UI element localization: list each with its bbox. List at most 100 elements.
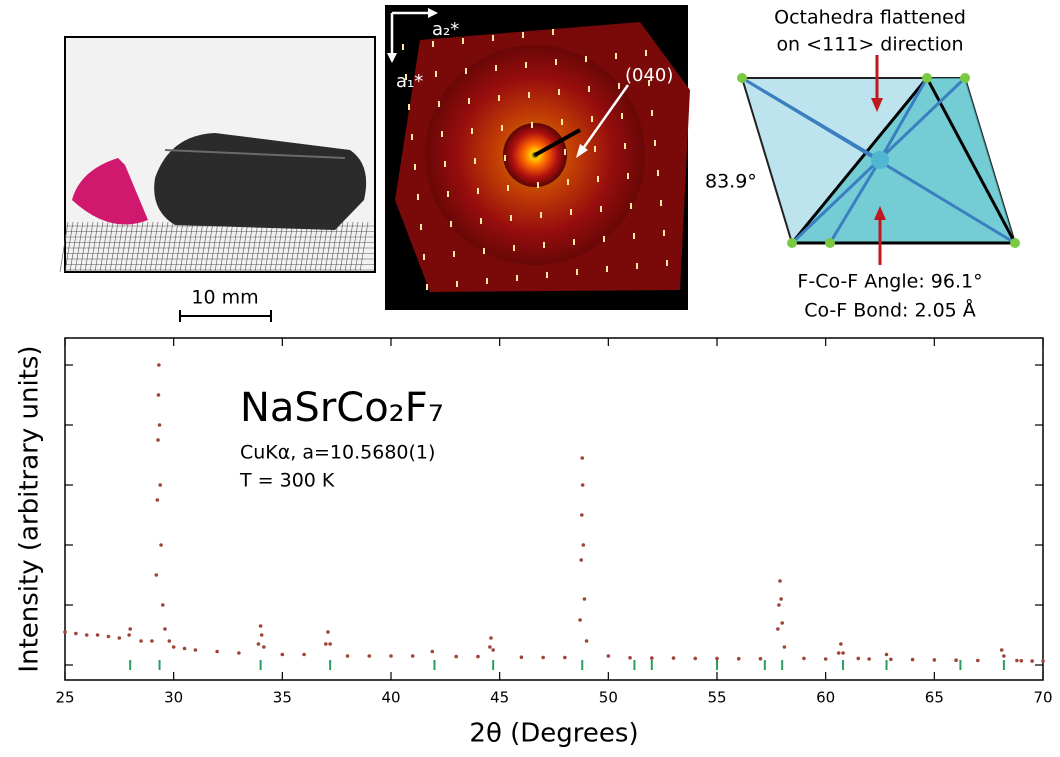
data-point <box>1015 659 1019 663</box>
data-point <box>159 543 163 547</box>
diffraction-spot <box>411 134 413 140</box>
annotation: CuKα, a=10.5680(1) <box>240 442 435 464</box>
data-point <box>839 642 843 646</box>
diffraction-spot <box>603 236 605 242</box>
diffraction-spot <box>423 254 425 260</box>
x-tick-label: 50 <box>599 689 618 707</box>
y-axis-label: Intensity (arbitrary units) <box>15 345 45 672</box>
data-point <box>476 655 480 659</box>
data-point <box>128 627 132 631</box>
data-point <box>563 656 567 660</box>
data-point <box>158 483 162 487</box>
data-point <box>541 656 545 660</box>
x-axis-label: 2θ (Degrees) <box>469 719 638 749</box>
data-point <box>328 642 332 646</box>
diffraction-spot <box>507 185 509 191</box>
data-point <box>150 639 154 643</box>
x-tick-label: 55 <box>707 689 726 707</box>
diffraction-spot <box>414 164 416 170</box>
data-point <box>302 653 306 657</box>
data-point <box>650 656 654 660</box>
diffraction-spot <box>600 206 602 212</box>
diffraction-spot <box>486 278 488 284</box>
diffraction-spot <box>588 86 590 92</box>
diffraction-spot <box>573 239 575 245</box>
diffraction-spot <box>552 29 554 35</box>
data-point <box>1000 648 1004 652</box>
data-point <box>96 633 100 637</box>
data-point <box>520 655 524 659</box>
annotation: T = 300 K <box>239 470 335 492</box>
diffraction-spot <box>666 260 668 266</box>
data-point <box>454 655 458 659</box>
plot-frame <box>65 338 1043 680</box>
diffraction-spot <box>495 65 497 71</box>
data-point <box>156 498 160 502</box>
diffraction-spot <box>633 233 635 239</box>
diffraction-spot <box>468 98 470 104</box>
diffraction-spot <box>498 95 500 101</box>
octahedron-title: on <111> direction <box>776 34 963 56</box>
diffraction-spot <box>510 215 512 221</box>
octahedron-caption: F-Co-F Angle: 96.1° <box>797 271 982 293</box>
diffraction-spot <box>426 284 428 290</box>
diffraction-spot <box>525 62 527 68</box>
data-point <box>1041 659 1045 663</box>
data-point <box>783 645 787 649</box>
diffraction-spot <box>513 245 515 251</box>
data-point <box>715 657 719 661</box>
octahedron-title: Octahedra flattened <box>774 7 966 29</box>
diffraction-spot <box>408 104 410 110</box>
diffraction-spot <box>516 275 518 281</box>
diffraction-spot <box>636 263 638 269</box>
data-point <box>168 639 172 643</box>
data-point <box>1019 659 1023 663</box>
data-point <box>154 573 158 577</box>
data-point <box>759 657 763 661</box>
data-point <box>489 636 493 640</box>
diffraction-spot <box>417 194 419 200</box>
data-point <box>778 579 782 583</box>
data-point <box>488 645 492 649</box>
data-point <box>157 363 161 367</box>
diffraction-spot <box>480 218 482 224</box>
peak-label: (040) <box>625 65 673 86</box>
octahedron-diagram <box>737 55 1020 265</box>
data-point <box>63 630 67 634</box>
data-point <box>578 618 582 622</box>
data-point <box>491 648 495 652</box>
diffraction-spot <box>537 182 539 188</box>
data-point <box>933 658 937 662</box>
diffraction-spot <box>654 140 656 146</box>
diffraction-spot <box>570 209 572 215</box>
data-point <box>260 633 264 637</box>
diffraction-spot <box>471 128 473 134</box>
diffraction-spot <box>522 32 524 38</box>
data-point <box>85 633 89 637</box>
data-point <box>837 651 841 655</box>
diffraction-spot <box>501 125 503 131</box>
diffraction-spot <box>618 83 620 89</box>
data-point <box>281 653 285 657</box>
data-point <box>607 654 611 658</box>
data-point <box>259 624 263 628</box>
data-point <box>194 648 198 652</box>
x-tick-label: 65 <box>925 689 944 707</box>
data-point <box>911 658 915 662</box>
data-point <box>579 558 583 562</box>
diffraction-spot <box>663 230 665 236</box>
data-point <box>237 651 241 655</box>
data-point <box>1002 654 1006 658</box>
data-point <box>262 645 266 649</box>
angle-label: 83.9° <box>705 171 757 193</box>
data-point <box>885 653 889 657</box>
diffraction-spot <box>441 131 443 137</box>
compound-label: NaSrCo₂F₇ <box>240 385 444 431</box>
diffraction-spot <box>528 92 530 98</box>
x-tick-label: 25 <box>55 689 74 707</box>
diffraction-spot <box>438 101 440 107</box>
x-tick-label: 35 <box>273 689 292 707</box>
data-point <box>802 657 806 661</box>
data-point <box>856 657 860 661</box>
data-point <box>107 635 111 639</box>
